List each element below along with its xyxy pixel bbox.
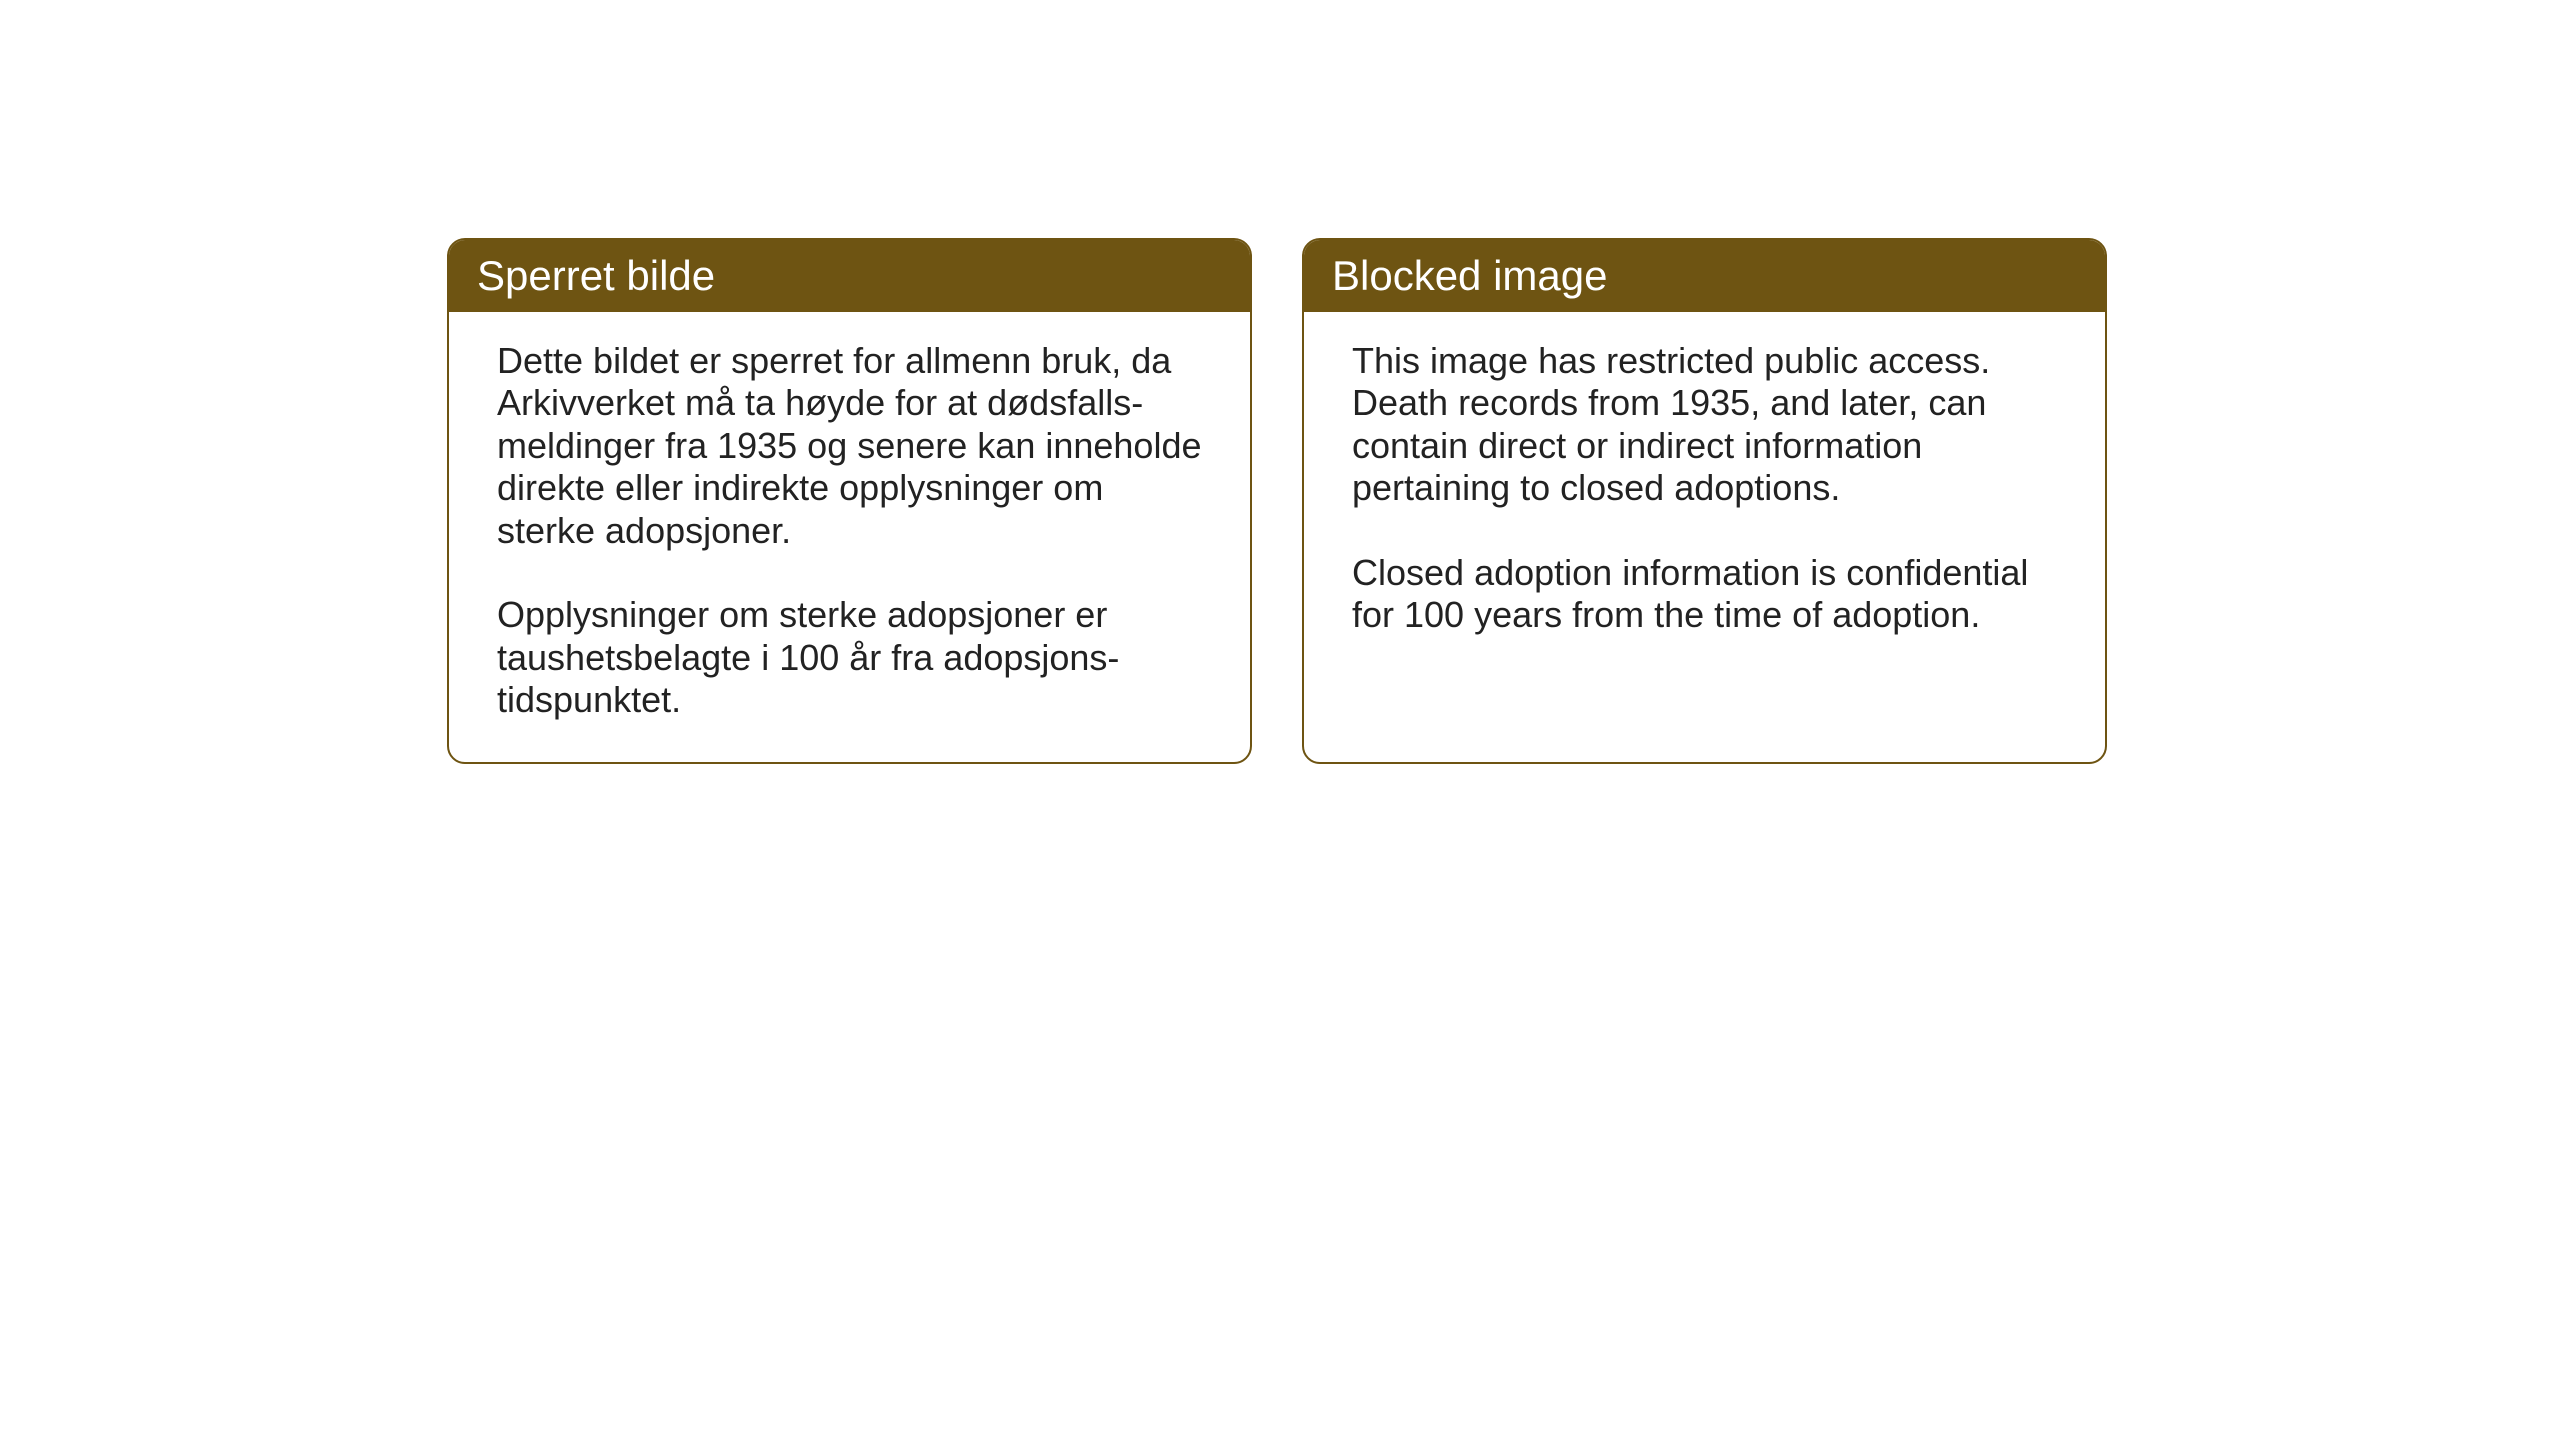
card-body-norwegian: Dette bildet er sperret for allmenn bruk… xyxy=(449,312,1250,762)
card-title-norwegian: Sperret bilde xyxy=(449,240,1250,312)
notice-paragraph: Dette bildet er sperret for allmenn bruk… xyxy=(497,340,1202,552)
card-title-english: Blocked image xyxy=(1304,240,2105,312)
notice-paragraph: This image has restricted public access.… xyxy=(1352,340,2057,510)
notice-card-english: Blocked image This image has restricted … xyxy=(1302,238,2107,764)
notice-paragraph: Opplysninger om sterke adopsjoner er tau… xyxy=(497,594,1202,721)
notice-card-norwegian: Sperret bilde Dette bildet er sperret fo… xyxy=(447,238,1252,764)
card-body-english: This image has restricted public access.… xyxy=(1304,312,2105,752)
notice-paragraph: Closed adoption information is confident… xyxy=(1352,552,2057,637)
notice-container: Sperret bilde Dette bildet er sperret fo… xyxy=(447,238,2107,764)
